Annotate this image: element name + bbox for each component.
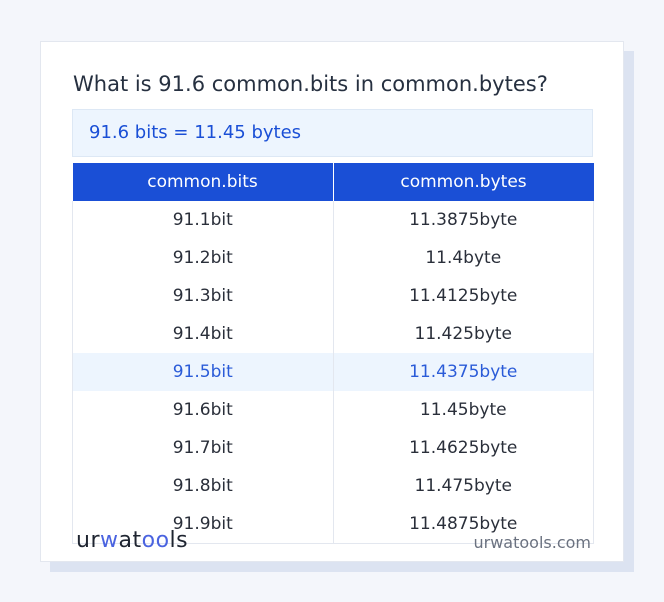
bits-cell: 91.8bit (72, 467, 334, 505)
bits-cell: 91.1bit (72, 201, 334, 239)
table-row: 91.6bit 11.45byte (72, 391, 594, 429)
header-bits: common.bits (72, 163, 333, 201)
table-row: 91.3bit 11.4125byte (72, 277, 594, 315)
bits-cell: 91.7bit (72, 429, 334, 467)
bytes-cell: 11.4625byte (332, 429, 594, 467)
header-bytes: common.bytes (332, 163, 594, 201)
bytes-cell: 11.45byte (332, 391, 594, 429)
bits-cell: 91.2bit (72, 239, 334, 277)
bytes-cell: 11.4875byte (332, 505, 594, 544)
result-box: 91.6 bits = 11.45 bytes (72, 109, 593, 157)
bytes-cell: 11.4125byte (332, 277, 594, 315)
converter-card: What is 91.6 common.bits in common.bytes… (40, 41, 624, 562)
bits-cell: 91.4bit (72, 315, 334, 353)
urwatools-logo[interactable]: urwatools (76, 528, 189, 553)
table-row: 91.7bit 11.4625byte (72, 429, 594, 467)
table-row: 91.2bit 11.4byte (72, 239, 594, 277)
bits-cell: 91.9bit (72, 505, 334, 544)
bits-cell: 91.5bit (72, 353, 334, 391)
table-row: 91.1bit 11.3875byte (72, 201, 594, 239)
bits-cell: 91.6bit (72, 391, 334, 429)
table-row: 91.5bit 11.4375byte (72, 353, 594, 391)
page-title: What is 91.6 common.bits in common.bytes… (73, 72, 548, 96)
bytes-cell: 11.425byte (332, 315, 594, 353)
bytes-cell: 11.3875byte (332, 201, 594, 239)
table-row: 91.4bit 11.425byte (72, 315, 594, 353)
bits-cell: 91.3bit (72, 277, 334, 315)
table-row: 91.9bit 11.4875byte (72, 505, 594, 544)
conversion-table: common.bits common.bytes 91.1bit 11.3875b… (72, 163, 594, 544)
bytes-cell: 11.4375byte (332, 353, 594, 391)
table-row: 91.8bit 11.475byte (72, 467, 594, 505)
bytes-cell: 11.4byte (332, 239, 594, 277)
site-link[interactable]: urwatools.com (473, 533, 592, 552)
bytes-cell: 11.475byte (332, 467, 594, 505)
